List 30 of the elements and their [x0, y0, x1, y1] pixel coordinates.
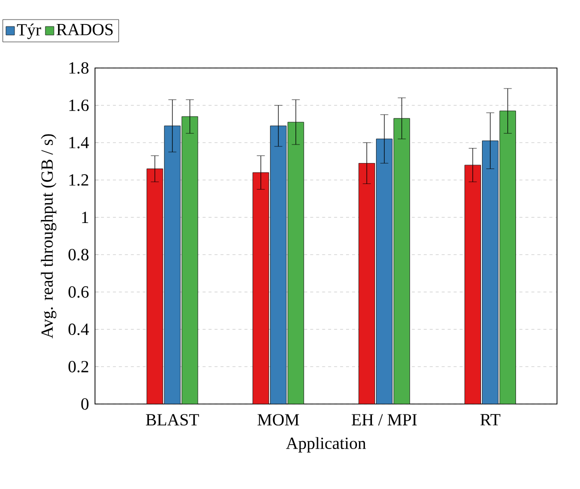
- x-tick-label: MOM: [258, 414, 300, 426]
- bar: [270, 126, 287, 404]
- bar: [146, 168, 164, 404]
- bar: [500, 110, 516, 404]
- bar: [464, 164, 481, 404]
- legend-label: Týr: [16, 24, 42, 40]
- y-tick-label: 1.6: [69, 100, 89, 112]
- legend-label: RADOS: [56, 24, 113, 36]
- bar: [394, 118, 410, 404]
- x-axis-title: Application: [286, 437, 366, 452]
- y-tick-label: 0.4: [68, 324, 89, 336]
- y-tick-label: 1.8: [69, 62, 88, 74]
- bar: [164, 126, 181, 404]
- bar: [182, 116, 198, 404]
- y-tick-label: 1.4: [69, 136, 89, 148]
- bar: [252, 172, 270, 404]
- y-tick-label: 0.8: [68, 248, 88, 260]
- x-tick-label: BLAST: [146, 414, 199, 426]
- bar: [288, 122, 304, 404]
- y-axis-title: Avg. read throughput (GB / s): [40, 134, 56, 338]
- y-tick-label: 0.2: [68, 360, 88, 372]
- bar: [358, 163, 375, 404]
- y-tick-label: 1.2: [69, 174, 88, 186]
- x-tick-label: RT: [480, 414, 500, 426]
- y-tick-label: 0: [81, 398, 88, 410]
- x-tick-label: EH / MPI: [352, 414, 417, 426]
- bar: [376, 138, 392, 404]
- y-tick-label: 1: [82, 212, 88, 223]
- bar: [482, 140, 498, 404]
- y-tick-label: 0.6: [68, 286, 89, 298]
